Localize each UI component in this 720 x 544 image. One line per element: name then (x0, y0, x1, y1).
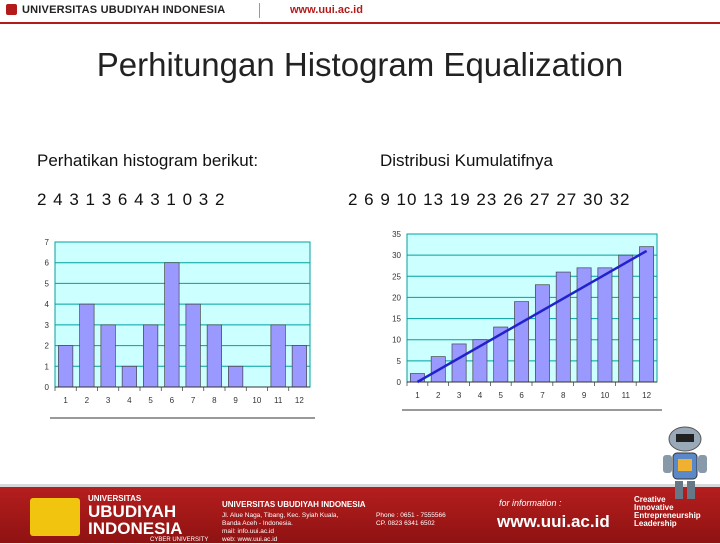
footer-phone-line: Phone : 0651 - 7555566 (376, 512, 446, 519)
x-tick-label: 5 (499, 391, 504, 400)
x-tick-label: 1 (415, 391, 420, 400)
x-tick-label: 7 (191, 396, 196, 405)
university-logo-icon (6, 4, 17, 15)
x-tick-label: 10 (600, 391, 609, 400)
bar (451, 343, 467, 383)
footer-uni-name-2: INDONESIA (88, 519, 183, 538)
x-tick-label: 2 (85, 396, 90, 405)
x-tick-label: 4 (127, 396, 132, 405)
bar (206, 324, 222, 388)
y-tick-label: 30 (392, 251, 401, 260)
y-tick-label: 15 (392, 315, 401, 324)
x-tick-label: 2 (436, 391, 441, 400)
x-tick-label: 6 (170, 396, 175, 405)
footer-logo-icon (30, 498, 80, 536)
x-tick-label: 9 (233, 396, 238, 405)
y-tick-label: 25 (392, 272, 401, 281)
bar (100, 324, 116, 388)
bar (58, 345, 74, 388)
header-url-link[interactable]: www.uui.ac.id (290, 4, 363, 16)
bar (514, 301, 530, 383)
y-tick-label: 5 (397, 357, 402, 366)
x-tick-label: 11 (622, 391, 631, 400)
left-label: Perhatikan histogram berikut: (37, 151, 259, 170)
y-tick-label: 5 (45, 279, 50, 288)
y-tick-label: 20 (392, 293, 401, 302)
x-tick-label: 3 (457, 391, 462, 400)
histogram-sequence: 2 4 3 1 3 6 4 3 1 0 3 2 (37, 190, 226, 209)
y-tick-label: 3 (45, 321, 50, 330)
right-label: Distribusi Kumulatifnya (380, 151, 553, 170)
bar (143, 324, 159, 388)
tagline-creative: Creative (634, 495, 666, 504)
x-tick-label: 6 (519, 391, 524, 400)
footer-bar: UNIVERSITAS UBUDIYAH INDONESIA CYBER UNI… (0, 484, 720, 543)
footer-address-line: web: www.uui.ac.id (222, 536, 278, 543)
bar (185, 303, 201, 388)
x-tick-label: 7 (540, 391, 545, 400)
y-tick-label: 1 (45, 362, 50, 371)
bar (555, 271, 571, 383)
footer-phone-line: CP. 0823 6341 6502 (376, 520, 435, 527)
bar (534, 284, 550, 383)
y-tick-label: 4 (45, 300, 50, 309)
x-tick-label: 10 (252, 396, 261, 405)
footer-address-title: UNIVERSITAS UBUDIYAH INDONESIA (222, 500, 366, 509)
bar (291, 345, 307, 388)
x-tick-label: 4 (478, 391, 483, 400)
footer-address-line: Banda Aceh - Indonesia. (222, 520, 293, 527)
plot-area (54, 241, 311, 388)
y-tick-label: 0 (397, 378, 402, 387)
y-tick-label: 2 (45, 342, 50, 351)
x-tick-label: 11 (274, 396, 283, 405)
slide-title: Perhitungan Histogram Equalization (96, 46, 624, 83)
x-tick-label: 9 (582, 391, 587, 400)
tagline-entrepreneurship: Entrepreneurship (634, 511, 701, 520)
footer-address: Jl. Alue Naga, Tibang, Kec. Syiah Kuala,… (222, 512, 338, 544)
footer-info-label: for information : (499, 498, 562, 508)
plot-area (406, 233, 658, 383)
bar (597, 267, 613, 383)
footer-address-line: Jl. Alue Naga, Tibang, Kec. Syiah Kuala, (222, 512, 339, 519)
trend-line (416, 249, 648, 384)
x-tick-label: 8 (212, 396, 217, 405)
bar (228, 365, 244, 388)
y-tick-label: 0 (45, 383, 50, 392)
x-tick-label: 12 (295, 396, 304, 405)
footer-url-link[interactable]: www.uui.ac.id (497, 512, 610, 531)
bar (270, 324, 286, 388)
y-tick-label: 6 (45, 259, 50, 268)
robot-mascot-icon (663, 426, 707, 499)
bar (618, 254, 634, 383)
top-header-bar: UNIVERSITAS UBUDIYAH INDONESIA www.uui.a… (0, 0, 720, 24)
y-tick-label: 10 (392, 336, 401, 345)
tagline-leadership: Leadership (634, 519, 677, 528)
footer-uni-small: UNIVERSITAS (88, 494, 142, 503)
tagline-innovative: Innovative (634, 503, 674, 512)
footer-tagline: Creative Innovative Entrepreneurship Lea… (634, 496, 701, 528)
footer-address-line: mail: info.uui.ac.id (222, 528, 275, 535)
footer-uni-name-1: UBUDIYAH (88, 502, 177, 521)
x-tick-label: 3 (106, 396, 111, 405)
footer-cyber: CYBER UNIVERSITY (150, 537, 209, 543)
bar (121, 365, 137, 388)
y-tick-label: 7 (45, 238, 50, 247)
x-tick-label: 5 (148, 396, 153, 405)
x-tick-label: 1 (63, 396, 68, 405)
header-divider (259, 3, 260, 18)
bar (79, 303, 95, 388)
bar (639, 246, 655, 383)
footer-phone: Phone : 0651 - 7555566 CP. 0823 6341 650… (376, 512, 446, 528)
header-university-name: UNIVERSITAS UBUDIYAH INDONESIA (22, 4, 226, 16)
x-tick-label: 12 (642, 391, 651, 400)
y-tick-label: 35 (392, 230, 401, 239)
x-tick-label: 8 (561, 391, 566, 400)
bar (164, 262, 180, 388)
cumulative-sequence: 2 6 9 10 13 19 23 26 27 27 30 32 (348, 190, 631, 209)
